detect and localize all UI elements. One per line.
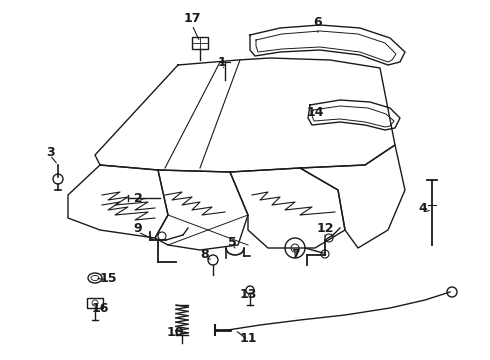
Text: 13: 13 [239, 288, 257, 302]
Text: 16: 16 [91, 302, 109, 315]
Text: 1: 1 [218, 55, 226, 68]
Text: 7: 7 [291, 248, 299, 261]
Text: 2: 2 [134, 192, 143, 204]
Text: 14: 14 [306, 105, 324, 118]
Circle shape [291, 244, 299, 252]
Circle shape [53, 174, 63, 184]
Circle shape [158, 232, 166, 240]
Circle shape [208, 255, 218, 265]
Bar [87, 298, 103, 308]
Ellipse shape [91, 275, 99, 280]
Circle shape [325, 234, 333, 242]
Text: 9: 9 [134, 221, 142, 234]
Circle shape [447, 287, 457, 297]
Text: 8: 8 [201, 248, 209, 261]
Ellipse shape [88, 273, 102, 283]
Text: 11: 11 [239, 332, 257, 345]
Text: 10: 10 [166, 325, 184, 338]
Text: 3: 3 [46, 145, 54, 158]
Circle shape [246, 286, 254, 294]
Text: 6: 6 [314, 15, 322, 28]
Circle shape [321, 250, 329, 258]
FancyBboxPatch shape [192, 37, 208, 49]
Circle shape [92, 300, 98, 306]
Text: 5: 5 [228, 235, 236, 248]
Text: 4: 4 [418, 202, 427, 215]
Text: 12: 12 [316, 221, 334, 234]
Circle shape [285, 238, 305, 258]
Text: 15: 15 [99, 271, 117, 284]
Text: 17: 17 [183, 12, 201, 24]
